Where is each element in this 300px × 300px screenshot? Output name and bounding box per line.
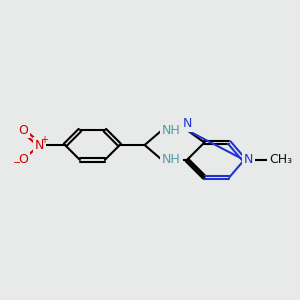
Text: O: O (18, 124, 28, 136)
Text: −: − (13, 158, 21, 168)
Text: N: N (35, 139, 44, 152)
Text: NH: NH (162, 154, 181, 166)
Text: CH₃: CH₃ (269, 154, 292, 166)
Text: NH: NH (162, 124, 181, 136)
Text: O: O (18, 154, 28, 166)
Text: N: N (182, 117, 192, 130)
Text: +: + (40, 134, 48, 145)
Text: N: N (244, 154, 254, 166)
